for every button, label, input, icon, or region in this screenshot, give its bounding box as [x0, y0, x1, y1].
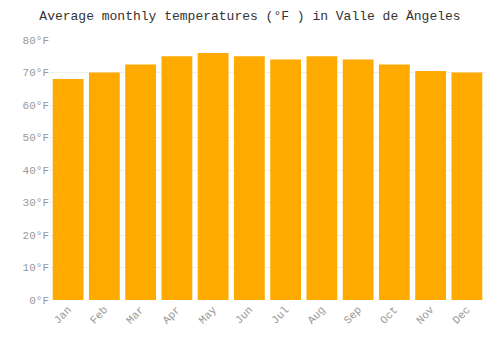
svg-text:Mar: Mar [124, 304, 146, 326]
svg-text:Feb: Feb [88, 304, 110, 326]
svg-text:20°F: 20°F [23, 230, 49, 242]
svg-text:0°F: 0°F [29, 295, 49, 307]
svg-text:Average monthly temperatures (: Average monthly temperatures (°F ) in Va… [39, 9, 460, 24]
svg-text:Apr: Apr [160, 304, 182, 326]
svg-text:Jun: Jun [233, 304, 255, 326]
svg-text:May: May [197, 304, 220, 327]
svg-text:Aug: Aug [305, 304, 327, 326]
svg-text:80°F: 80°F [23, 35, 49, 47]
svg-text:Oct: Oct [378, 304, 400, 326]
svg-text:70°F: 70°F [23, 67, 49, 79]
svg-text:Sep: Sep [342, 304, 364, 326]
svg-text:40°F: 40°F [23, 165, 49, 177]
svg-text:Nov: Nov [414, 304, 437, 327]
svg-text:10°F: 10°F [23, 262, 49, 274]
svg-text:60°F: 60°F [23, 100, 49, 112]
svg-text:50°F: 50°F [23, 132, 49, 144]
svg-text:Jul: Jul [269, 304, 291, 326]
svg-text:30°F: 30°F [23, 197, 49, 209]
svg-text:Jan: Jan [52, 304, 74, 326]
svg-text:Dec: Dec [450, 304, 472, 326]
